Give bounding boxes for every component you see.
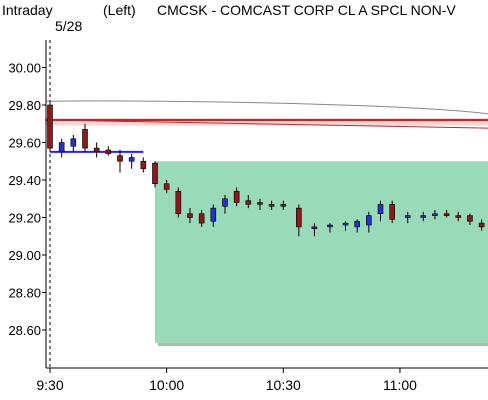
y-tick-label: 28.60 [8,323,41,338]
candle-body [128,157,135,162]
zone-rectangle [154,161,488,344]
axis-side-label: (Left) [103,2,136,18]
candle-body [257,202,263,205]
candle-body [432,213,438,216]
symbol-title: CMCSK - COMCAST CORP CL A SPCL NON-V [157,2,456,18]
candle-body [187,213,193,218]
chart-mode-label: Intraday [2,2,53,18]
x-tick-label: 11:00 [383,377,417,393]
candle-body [93,147,100,153]
candle-body [311,226,318,230]
candle-body [198,213,205,224]
candle-body [175,190,182,215]
candle-body [58,142,65,153]
candle-body [233,190,240,203]
candle-body [152,162,158,185]
candle-body [105,149,112,155]
candle-body [420,215,427,218]
candle-body [354,220,360,228]
candle-body [377,204,384,215]
candle-body [455,215,462,218]
candle-body [467,215,473,222]
candle-body [296,207,302,228]
candle-body [389,204,395,220]
candle-body [366,215,372,226]
candle-body [70,138,77,147]
candle-body [82,129,88,149]
declining-line [49,119,488,129]
candle-body [404,215,411,218]
x-tick-label: 9:30 [36,377,63,393]
candle-body [117,155,123,162]
candle-body [327,224,333,228]
chart-date-label: 5/28 [55,18,83,34]
moving-average-line [45,100,488,132]
y-tick-label: 29.60 [8,136,41,151]
candle-body [342,222,349,226]
candle-body [245,200,252,205]
x-tick-label: 10:30 [266,377,301,393]
y-tick-label: 29.00 [8,248,41,263]
resistance-band [46,118,488,126]
candle-body [163,183,170,190]
candle-body [47,104,53,149]
candle-body [443,213,450,216]
candle-body [222,198,228,207]
x-tick-label: 10:00 [149,377,184,393]
candle-body [478,222,485,228]
candle-body [210,207,217,222]
y-tick-label: 29.20 [8,211,41,226]
y-tick-label: 28.80 [8,286,41,301]
y-tick-label: 29.80 [8,98,41,113]
y-tick-label: 30.00 [8,61,41,76]
y-tick-label: 29.40 [8,173,41,188]
candle-body [140,160,147,170]
candle-body [268,204,275,207]
candle-body [280,204,287,207]
